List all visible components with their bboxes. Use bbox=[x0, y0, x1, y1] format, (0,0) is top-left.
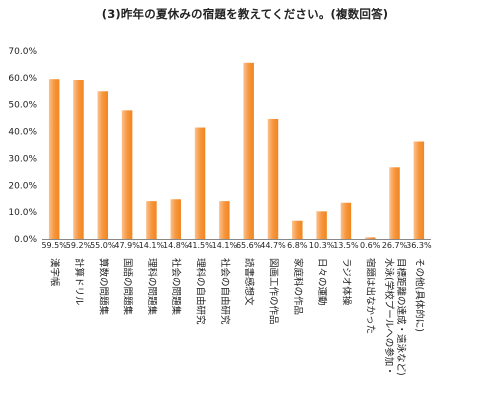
data-label: 10.3% bbox=[309, 241, 335, 250]
y-tick-label: 50.0% bbox=[8, 101, 37, 111]
category-label: 理科の自由研究 bbox=[195, 258, 207, 325]
data-label: 41.5% bbox=[187, 241, 213, 250]
bar bbox=[316, 211, 327, 239]
category-label: その他(具体的に) bbox=[413, 258, 425, 332]
bar bbox=[292, 220, 303, 239]
bar bbox=[97, 91, 109, 240]
category-label: ラジオ体操 bbox=[340, 258, 352, 306]
bar bbox=[413, 141, 425, 239]
chart-title: (3)昨年の夏休みの宿題を教えてください。(複数回答) bbox=[101, 7, 389, 21]
y-tick-label: 0.0% bbox=[14, 235, 37, 245]
y-tick-label: 20.0% bbox=[8, 181, 37, 191]
y-tick-label: 60.0% bbox=[8, 74, 37, 84]
data-label: 14.8% bbox=[163, 241, 189, 250]
category-label: 日々の運動 bbox=[316, 258, 327, 306]
y-tick-label: 70.0% bbox=[8, 47, 37, 57]
category-label: 読書感想文 bbox=[243, 258, 255, 306]
bar bbox=[389, 167, 400, 239]
category-label: 理科の問題集 bbox=[146, 258, 158, 316]
category-label: 水泳(学校プールへの参加・ bbox=[383, 258, 395, 376]
bar bbox=[267, 118, 279, 239]
category-label: 計算ドリル bbox=[73, 258, 85, 306]
category-label: 社会の自由研究 bbox=[219, 258, 231, 325]
data-label: 65.6% bbox=[236, 241, 262, 250]
data-label: 59.5% bbox=[41, 241, 67, 250]
bar bbox=[194, 127, 206, 239]
data-label: 47.9% bbox=[114, 241, 140, 250]
data-label: 59.2% bbox=[66, 241, 92, 250]
category-label: 社会の問題集 bbox=[170, 258, 182, 316]
bar bbox=[170, 199, 181, 239]
data-label: 14.1% bbox=[139, 241, 165, 250]
category-label: 家庭科の作品 bbox=[292, 258, 304, 315]
bar bbox=[219, 201, 230, 239]
bar bbox=[243, 62, 254, 240]
data-label: 55.0% bbox=[90, 241, 116, 250]
category-label: 図画工作の作品 bbox=[267, 258, 279, 325]
y-tick-label: 10.0% bbox=[8, 208, 37, 218]
category-label: 算数の問題集 bbox=[97, 258, 109, 316]
bar bbox=[340, 202, 352, 239]
y-tick-label: 40.0% bbox=[8, 128, 37, 138]
category-label: 国語の問題集 bbox=[122, 258, 134, 316]
data-label: 13.5% bbox=[333, 241, 359, 250]
data-label: 44.7% bbox=[260, 241, 286, 250]
data-label: 0.6% bbox=[360, 241, 381, 250]
bar bbox=[73, 80, 84, 240]
bar bbox=[121, 110, 133, 240]
data-label: 6.8% bbox=[287, 241, 308, 250]
category-label: 漢字帳 bbox=[49, 258, 61, 287]
bar bbox=[48, 79, 60, 239]
data-label: 36.3% bbox=[406, 241, 432, 250]
bar bbox=[364, 237, 376, 239]
data-label: 14.1% bbox=[212, 241, 238, 250]
y-tick-label: 30.0% bbox=[8, 154, 37, 164]
data-label: 26.7% bbox=[382, 241, 408, 250]
bar bbox=[146, 201, 157, 239]
category-label: 目標距離の達成・遠泳など) bbox=[395, 258, 407, 376]
category-label: 宿題は出なかった bbox=[365, 258, 377, 334]
